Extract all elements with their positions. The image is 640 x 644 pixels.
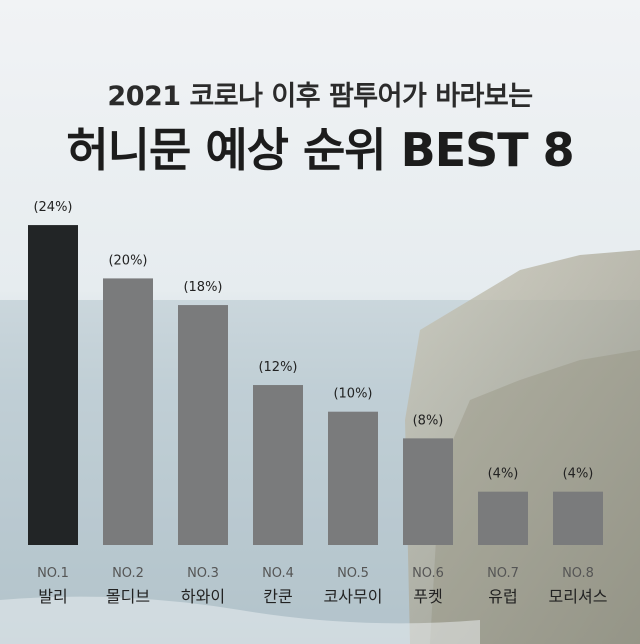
bar-6 bbox=[403, 438, 453, 545]
category-label-1: 발리 bbox=[38, 587, 67, 606]
page-title: 허니문 예상 순위 BEST 8 bbox=[66, 123, 574, 177]
bar-2 bbox=[103, 278, 153, 545]
value-label-1: (24%) bbox=[33, 200, 72, 215]
rank-label-6: NO.6 bbox=[412, 566, 444, 581]
rank-label-1: NO.1 bbox=[37, 566, 69, 581]
rank-label-5: NO.5 bbox=[337, 566, 369, 581]
bar-8 bbox=[553, 491, 603, 545]
bar-4 bbox=[253, 385, 303, 545]
rank-label-3: NO.3 bbox=[187, 566, 219, 581]
category-label-2: 몰디브 bbox=[106, 587, 150, 606]
page-subtitle: 2021 코로나 이후 팜투어가 바라보는 bbox=[107, 81, 533, 112]
category-label-3: 하와이 bbox=[181, 587, 225, 606]
value-label-8: (4%) bbox=[563, 467, 594, 482]
category-label-5: 코사무이 bbox=[324, 587, 383, 606]
rank-label-2: NO.2 bbox=[112, 566, 144, 581]
bar-5 bbox=[328, 411, 378, 545]
category-label-4: 칸쿤 bbox=[263, 587, 292, 606]
value-label-7: (4%) bbox=[488, 467, 519, 482]
category-label-6: 푸켓 bbox=[413, 587, 442, 606]
bar-1 bbox=[28, 225, 78, 545]
rank-label-7: NO.7 bbox=[487, 566, 519, 581]
value-label-3: (18%) bbox=[183, 280, 222, 295]
rank-label-8: NO.8 bbox=[562, 566, 594, 581]
bar-3 bbox=[178, 305, 228, 545]
bar-7 bbox=[478, 491, 528, 545]
category-label-8: 모리셔스 bbox=[549, 587, 608, 606]
value-label-4: (12%) bbox=[258, 360, 297, 375]
category-label-7: 유럽 bbox=[488, 587, 517, 606]
value-label-6: (8%) bbox=[413, 413, 444, 428]
rank-label-4: NO.4 bbox=[262, 566, 294, 581]
value-label-2: (20%) bbox=[108, 253, 147, 268]
value-label-5: (10%) bbox=[333, 387, 372, 402]
